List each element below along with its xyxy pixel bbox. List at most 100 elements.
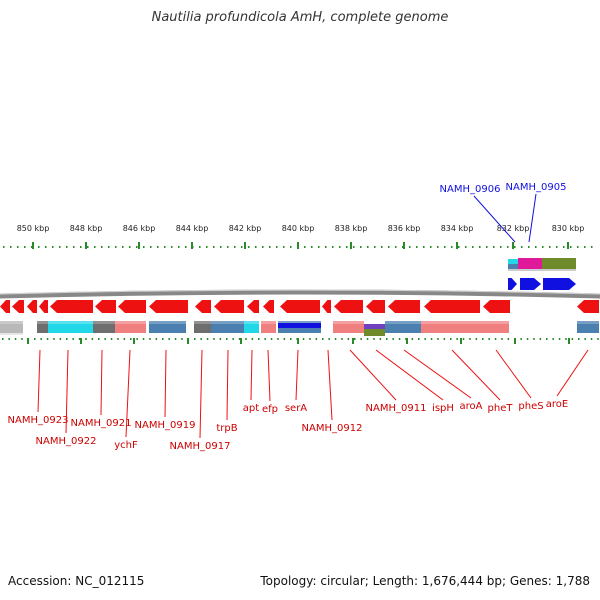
cds-block (364, 324, 385, 329)
inner-minor-tick (430, 338, 433, 340)
cds-block (542, 258, 576, 269)
inner-minor-tick (14, 338, 17, 340)
reverse-gene-arrow (118, 300, 146, 313)
inner-minor-tick (117, 338, 119, 340)
inner-minor-tick (142, 338, 145, 340)
scale-minor-tick (416, 246, 418, 248)
inner-minor-tick (181, 338, 183, 340)
scale-minor-tick (10, 246, 12, 248)
cds-block (508, 259, 518, 264)
scale-minor-tick (493, 246, 495, 248)
scale-minor-tick (332, 246, 334, 248)
scale-minor-tick (164, 246, 166, 248)
forward-gene-label: NAMH_0905 (506, 182, 567, 193)
scale-minor-tick (528, 246, 530, 248)
reverse-gene-arrow (247, 300, 259, 313)
reverse-label-leader (164, 349, 167, 418)
reverse-label-leader (100, 349, 103, 416)
scale-minor-tick (437, 246, 439, 248)
scale-minor-tick (66, 246, 68, 248)
inner-minor-tick (322, 338, 324, 340)
scale-label: 832 kbp (497, 224, 530, 233)
inner-minor-tick (462, 338, 465, 340)
scale-minor-tick (591, 246, 593, 248)
scale-major-tick (567, 242, 569, 249)
inner-minor-tick (309, 338, 311, 340)
scale-minor-tick (374, 246, 376, 248)
scale-minor-tick (381, 246, 383, 248)
scale-minor-tick (101, 246, 103, 248)
inner-minor-tick (590, 338, 593, 340)
cds-block (333, 321, 364, 333)
reverse-label-leader (226, 349, 229, 421)
scale-minor-tick (220, 246, 222, 248)
scale-minor-tick (206, 246, 208, 248)
reverse-gene-label: aroE (546, 399, 568, 410)
genome-stats-text: Topology: circular; Length: 1,676,444 bp… (260, 574, 590, 588)
reverse-gene-arrow (195, 300, 211, 313)
reverse-gene-arrow (39, 300, 48, 313)
reverse-gene-arrow (12, 300, 24, 313)
scale-minor-tick (94, 246, 96, 248)
inner-minor-tick (533, 338, 535, 340)
forward-label-leader (528, 193, 537, 243)
scale-minor-tick (577, 246, 579, 248)
inner-minor-tick (251, 338, 254, 340)
scale-minor-tick (570, 246, 572, 248)
scale-minor-tick (73, 246, 75, 248)
inner-minor-tick (411, 338, 414, 340)
scale-label: 838 kbp (335, 224, 368, 233)
scale-minor-tick (52, 246, 54, 248)
cds-block (93, 321, 115, 333)
reverse-label-leader (375, 349, 444, 401)
scale-minor-tick (507, 246, 509, 248)
reverse-gene-arrow (280, 300, 320, 313)
scale-minor-tick (234, 246, 236, 248)
inner-minor-tick (219, 338, 222, 340)
inner-minor-tick (59, 338, 62, 340)
reverse-gene-label: efp (262, 404, 278, 415)
reverse-gene-label: ychF (114, 440, 138, 451)
scale-label: 846 kbp (123, 224, 156, 233)
scale-minor-tick (339, 246, 341, 248)
inner-minor-tick (283, 338, 286, 340)
cds-block (518, 258, 542, 269)
scale-minor-tick (584, 246, 586, 248)
scale-minor-tick (346, 246, 348, 248)
reverse-gene-label: NAMH_0922 (36, 436, 97, 447)
scale-minor-tick (311, 246, 313, 248)
inner-minor-tick (539, 338, 542, 340)
inner-minor-tick (46, 338, 49, 340)
inner-minor-tick (494, 338, 497, 340)
reverse-gene-label: trpB (216, 423, 237, 434)
scale-minor-tick (423, 246, 425, 248)
reverse-label-leader (295, 349, 299, 401)
scale-minor-tick (115, 246, 117, 248)
scale-minor-tick (353, 246, 355, 248)
reverse-gene-label: NAMH_0919 (135, 420, 196, 431)
cds-block-shine (0, 321, 23, 324)
scale-minor-tick (3, 246, 5, 248)
reverse-gene-arrow (334, 300, 363, 313)
scale-minor-tick (129, 246, 131, 248)
scale-label: 842 kbp (229, 224, 262, 233)
inner-minor-tick (168, 338, 170, 340)
scale-minor-tick (227, 246, 229, 248)
reverse-label-leader (349, 349, 397, 401)
inner-minor-tick (277, 338, 279, 340)
inner-minor-tick (546, 338, 548, 340)
scale-minor-tick (486, 246, 488, 248)
reverse-label-leader (403, 349, 472, 399)
inner-minor-tick (366, 338, 369, 340)
inner-minor-tick (475, 338, 478, 340)
reverse-gene-arrow (0, 300, 10, 313)
scale-label: 834 kbp (441, 224, 474, 233)
scale-major-tick (32, 242, 34, 249)
reverse-gene-label: NAMH_0923 (8, 415, 69, 426)
cds-block (115, 321, 146, 333)
reverse-label-leader (495, 349, 532, 399)
inner-minor-tick (8, 338, 10, 340)
inner-minor-tick (78, 338, 81, 340)
cds-block (421, 321, 509, 333)
scale-minor-tick (276, 246, 278, 248)
